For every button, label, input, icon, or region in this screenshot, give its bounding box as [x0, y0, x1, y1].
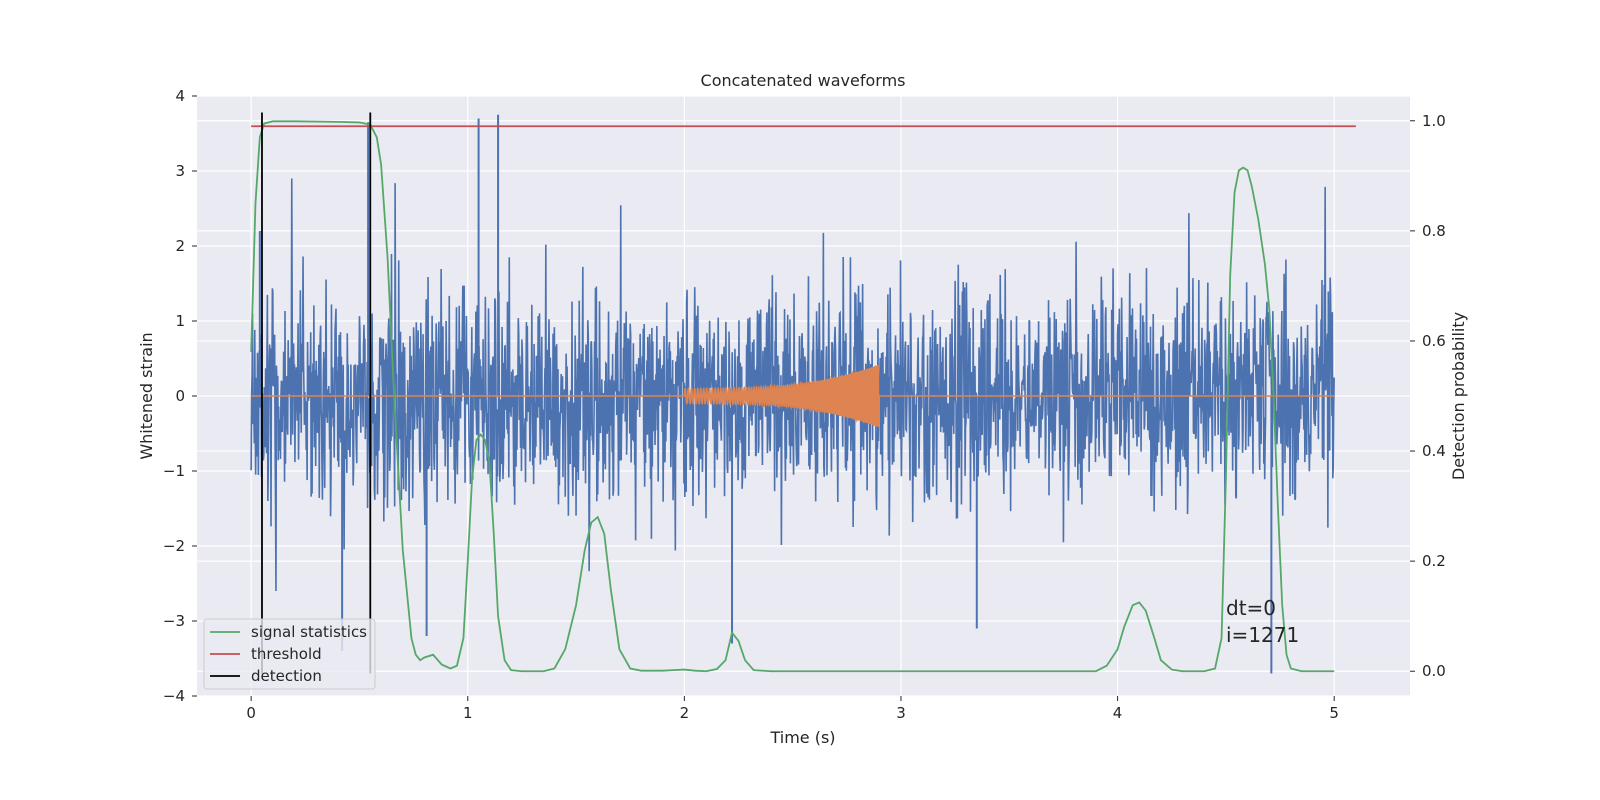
x-tick-label: 1 — [463, 704, 473, 722]
legend-label-signal-statistics: signal statistics — [251, 623, 367, 641]
y-tick-label: −3 — [163, 612, 185, 630]
x-tick-label: 4 — [1113, 704, 1123, 722]
grid-lines — [197, 95, 1410, 697]
y2-tick-label: 0.6 — [1422, 332, 1446, 350]
x-axis-label: Time (s) — [769, 728, 835, 747]
y2-tick-label: 0.4 — [1422, 442, 1446, 460]
axes: 0 1 2 3 4 5 4 3 2 1 0 −1 −2 −3 −4 1.0 0.8 0.6 0.4 0.2 0.0 — [163, 87, 1446, 722]
series-noise-line — [250, 178, 1335, 592]
y2-tick-label: 0.2 — [1422, 552, 1446, 570]
y2-tick-label: 0.8 — [1422, 222, 1446, 240]
x-tick-label: 5 — [1329, 704, 1339, 722]
y-tick-label: 3 — [175, 162, 185, 180]
y-tick-label: 4 — [175, 87, 185, 105]
y2-axis-label: Detection probability — [1449, 312, 1468, 480]
legend-label-detection: detection — [251, 667, 322, 685]
y2-tick-label: 1.0 — [1422, 112, 1446, 130]
y-tick-label: 2 — [175, 237, 185, 255]
legend: signal statistics threshold detection — [203, 618, 376, 690]
y-tick-label: −4 — [163, 687, 185, 705]
plot-series — [250, 112, 1356, 674]
y-tick-label: −2 — [163, 537, 185, 555]
y-axis-label: Whitened strain — [137, 332, 156, 459]
annotation-index: i=1271 — [1226, 623, 1299, 647]
x-tick-label: 3 — [896, 704, 906, 722]
annotation-dt: dt=0 — [1226, 596, 1276, 620]
y2-tick-label: 0.0 — [1422, 662, 1446, 680]
series-signal-statistics-line — [250, 120, 1335, 673]
series-chirp-line — [251, 364, 1335, 428]
legend-label-threshold: threshold — [251, 645, 322, 663]
chart-title: Concatenated waveforms — [701, 71, 906, 90]
y-tick-label: 1 — [175, 312, 185, 330]
x-tick-label: 0 — [246, 704, 256, 722]
y-tick-label: −1 — [163, 462, 185, 480]
y-tick-label: 0 — [175, 387, 185, 405]
legend-box — [203, 618, 376, 690]
x-tick-label: 2 — [680, 704, 690, 722]
